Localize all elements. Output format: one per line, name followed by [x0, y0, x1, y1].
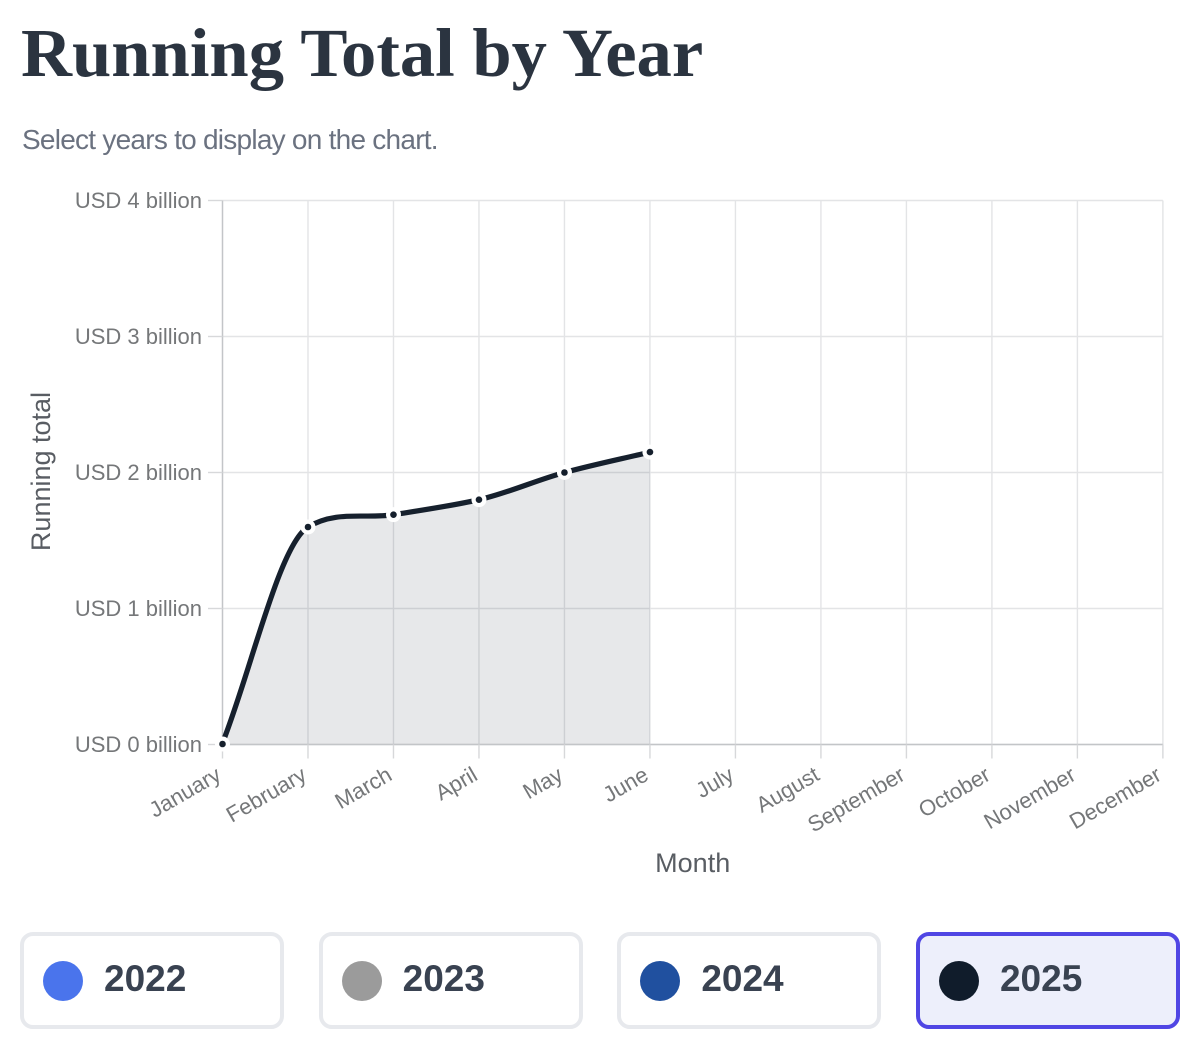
svg-text:November: November [980, 762, 1080, 834]
svg-text:USD 2 billion: USD 2 billion [75, 460, 202, 485]
svg-text:September: September [803, 762, 909, 837]
svg-text:March: March [331, 762, 396, 814]
svg-text:Running total: Running total [26, 392, 56, 551]
svg-text:February: February [222, 762, 311, 828]
svg-text:April: April [431, 762, 482, 806]
svg-text:January: January [145, 762, 225, 823]
svg-text:May: May [518, 762, 566, 804]
svg-text:December: December [1065, 762, 1165, 834]
svg-text:USD 4 billion: USD 4 billion [75, 188, 202, 213]
svg-text:USD 3 billion: USD 3 billion [75, 324, 202, 349]
svg-text:July: July [692, 762, 738, 803]
svg-text:USD 0 billion: USD 0 billion [75, 732, 202, 757]
svg-text:Month: Month [655, 848, 730, 878]
svg-text:USD 1 billion: USD 1 billion [75, 596, 202, 621]
svg-text:June: June [599, 762, 653, 808]
